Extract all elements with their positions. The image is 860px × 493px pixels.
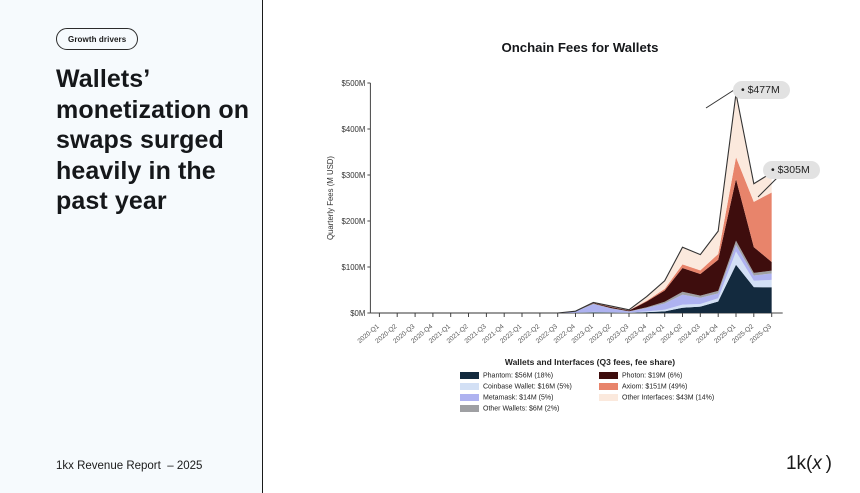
svg-text:$500M: $500M: [342, 79, 366, 88]
svg-text:$400M: $400M: [342, 125, 366, 134]
svg-text:$100M: $100M: [342, 263, 366, 272]
svg-text:$200M: $200M: [342, 217, 366, 226]
svg-text:$300M: $300M: [342, 171, 366, 180]
svg-text:$0M: $0M: [350, 309, 365, 318]
svg-text:Quarterly Fees (M USD): Quarterly Fees (M USD): [326, 156, 335, 240]
